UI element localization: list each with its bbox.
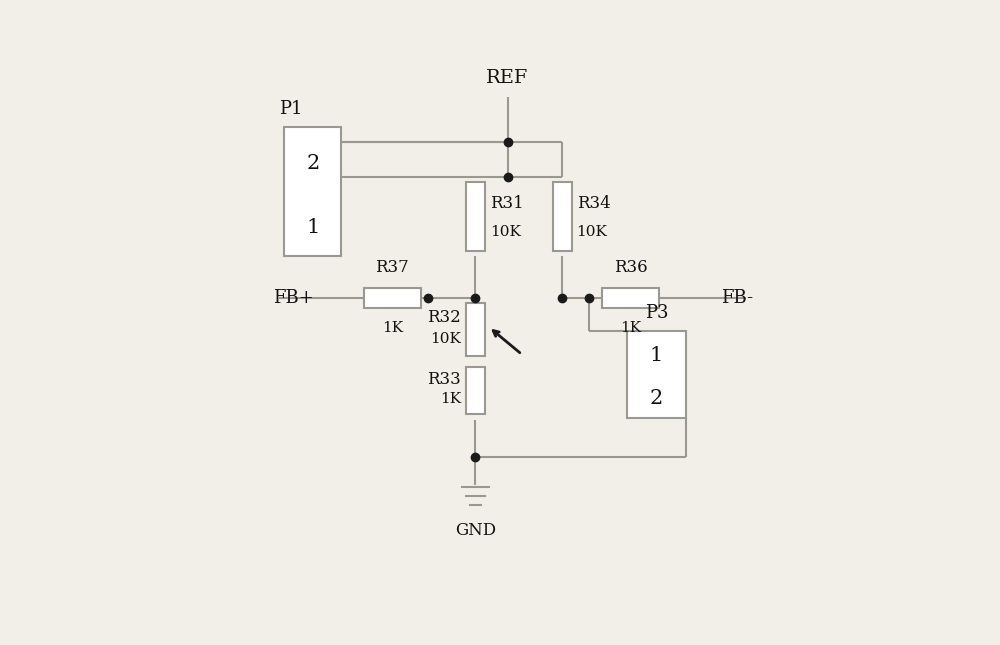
FancyBboxPatch shape — [466, 367, 485, 414]
FancyBboxPatch shape — [627, 331, 686, 417]
Text: REF: REF — [486, 69, 529, 87]
Text: P1: P1 — [279, 100, 303, 118]
Text: R32: R32 — [427, 310, 461, 326]
Text: R31: R31 — [490, 195, 523, 212]
Text: R37: R37 — [375, 259, 409, 276]
Text: 2: 2 — [650, 389, 663, 408]
Text: R34: R34 — [577, 195, 610, 212]
FancyBboxPatch shape — [284, 127, 341, 256]
Text: 10K: 10K — [577, 224, 607, 239]
Text: 10K: 10K — [490, 224, 521, 239]
Text: 2: 2 — [306, 154, 319, 173]
Text: 1K: 1K — [440, 392, 461, 406]
Text: 1: 1 — [650, 346, 663, 364]
FancyBboxPatch shape — [466, 182, 485, 252]
Text: 1: 1 — [306, 218, 320, 237]
Text: 1K: 1K — [382, 321, 403, 335]
Text: R33: R33 — [427, 372, 461, 388]
Text: FB+: FB+ — [273, 290, 314, 308]
Text: 1K: 1K — [620, 321, 641, 335]
Text: R36: R36 — [614, 259, 648, 276]
FancyBboxPatch shape — [466, 303, 485, 355]
FancyBboxPatch shape — [364, 288, 421, 308]
FancyBboxPatch shape — [602, 288, 659, 308]
Text: FB-: FB- — [721, 290, 753, 308]
Text: P3: P3 — [645, 304, 668, 322]
FancyBboxPatch shape — [553, 182, 572, 252]
Text: GND: GND — [455, 522, 496, 539]
Text: 10K: 10K — [430, 332, 461, 346]
